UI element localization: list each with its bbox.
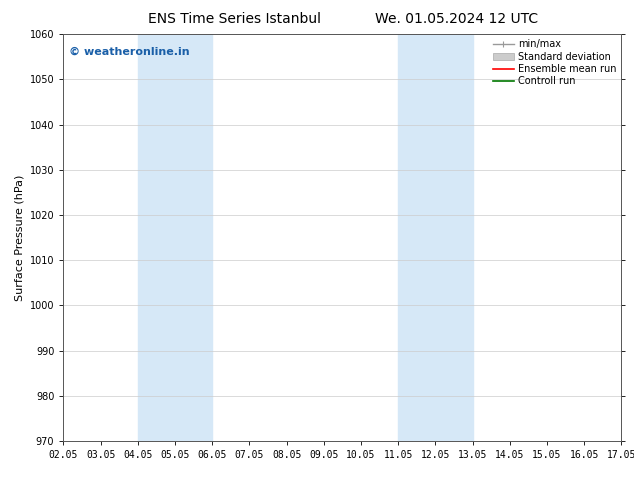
Bar [398, 34, 472, 441]
Text: ENS Time Series Istanbul: ENS Time Series Istanbul [148, 12, 321, 26]
Text: © weatheronline.in: © weatheronline.in [69, 47, 190, 56]
Bar [138, 34, 212, 441]
Y-axis label: Surface Pressure (hPa): Surface Pressure (hPa) [14, 174, 24, 301]
Text: We. 01.05.2024 12 UTC: We. 01.05.2024 12 UTC [375, 12, 538, 26]
Legend: min/max, Standard deviation, Ensemble mean run, Controll run: min/max, Standard deviation, Ensemble me… [491, 37, 618, 88]
